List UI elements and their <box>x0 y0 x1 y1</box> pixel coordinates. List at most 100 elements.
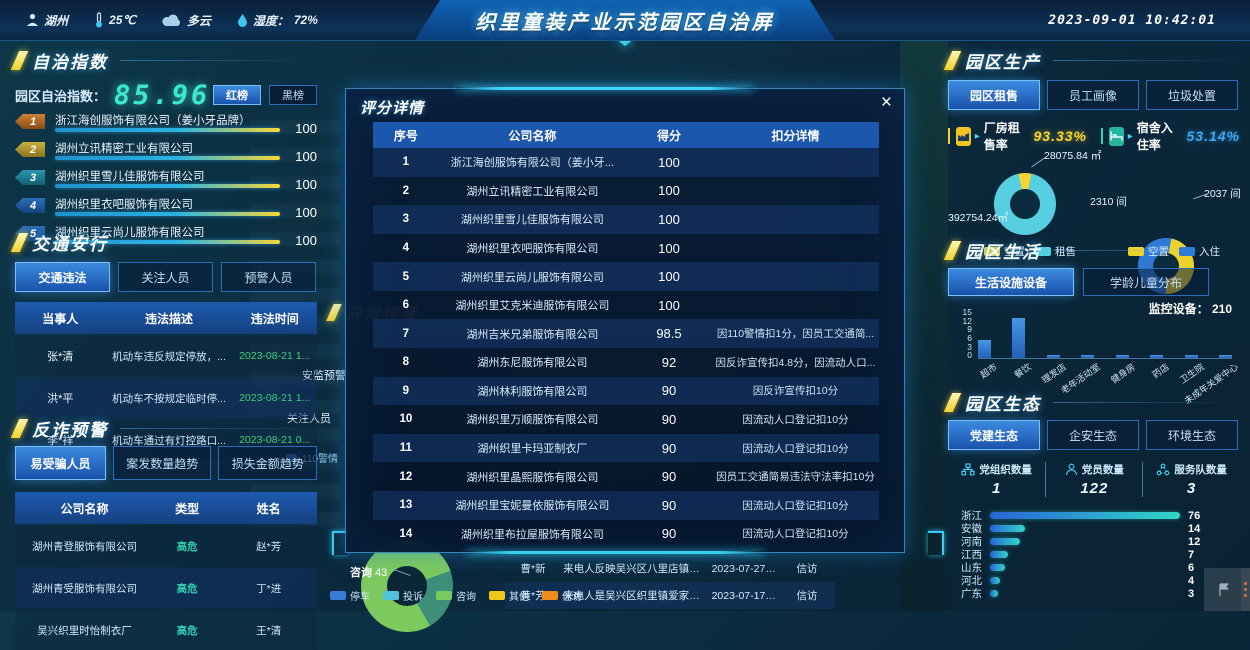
cell-type: 信访 <box>796 563 818 575</box>
close-icon[interactable]: × <box>880 92 892 113</box>
cell-score: 100 <box>658 154 680 170</box>
table-row: 1 浙江海创服饰有限公司（姜小牙... 100 <box>373 148 879 177</box>
cell-company: 湖州林利服饰有限公司 <box>477 385 588 398</box>
bar-row: 广东 3 <box>948 587 1240 601</box>
section-title: 自治指数 <box>32 52 108 72</box>
table-row: 黄*芳 来电人是吴兴区织里镇爱家华府... 2023-07-17 09:... … <box>505 582 835 609</box>
section-title: 园区生产 <box>965 52 1041 72</box>
traffic-tabs: 交通违法 关注人员 预警人员 <box>15 262 317 292</box>
autonomy-index-row: 园区自治指数： 85.96 红榜 黑榜 <box>15 80 317 111</box>
tab-children-distribution[interactable]: 学龄儿童分布 <box>1083 268 1209 296</box>
cell-score: 90 <box>661 497 677 513</box>
table-row: 9 湖州林利服饰有限公司 90 因反诈宣传扣10分 <box>373 376 879 406</box>
humidity-item: 湿度： 72% <box>237 12 318 29</box>
rank-item: 4 湖州织里衣吧服饰有限公司 100 <box>15 195 317 222</box>
score-rows: 1 浙江海创服饰有限公司（姜小牙... 100 2 湖州立讯精密工业有限公司 100 3… <box>373 148 879 548</box>
consult-callout: 咨询 43 <box>350 564 387 580</box>
company-name: 湖州织里衣吧服饰有限公司 <box>55 199 193 211</box>
cell-company: 吴兴织里时怡制衣厂 <box>37 624 132 637</box>
cell-risk-level: 高危 <box>176 582 198 595</box>
rank-badge: 4 <box>15 198 45 213</box>
cell-description: 机动车不按规定临时停... <box>112 392 226 405</box>
tab-warned-persons[interactable]: 预警人员 <box>221 262 316 292</box>
cell-score: 100 <box>658 240 680 256</box>
cell-company: 湖州织里卡玛亚制衣厂 <box>477 443 588 456</box>
y-tick: 15 <box>962 307 972 317</box>
red-list-button[interactable]: 红榜 <box>213 85 261 105</box>
province-bar-chart: 浙江 76 安徽 14 河南 12 江西 7 山东 6 河北 4 广东 3 <box>948 509 1240 601</box>
petition-table: 曹*新 来电人反映吴兴区八里店镇吴兴... 2023-07-27 07:... … <box>505 555 835 609</box>
table-row: 湖州青受服饰有限公司 高危 丁*进 <box>15 568 317 608</box>
tab-enterprise-safety[interactable]: 企安生态 <box>1047 420 1139 450</box>
team-icon <box>1156 463 1170 476</box>
tab-vulnerable-persons[interactable]: 易受骗人员 <box>15 446 106 480</box>
widget-menu-handle[interactable] <box>1241 568 1250 611</box>
x-axis-labels: 超市 餐饮 理发店 老年活动室 健身房 药店 卫生院 未成年关爱中心 <box>978 360 1239 406</box>
header-arrow-icon <box>616 39 634 46</box>
tab-loss-amount-trend[interactable]: 损失金额趋势 <box>218 446 318 480</box>
callout-line <box>1031 157 1045 168</box>
cell-no: 14 <box>399 527 413 540</box>
tab-facilities[interactable]: 生活设施设备 <box>948 268 1074 296</box>
tab-employee-profile[interactable]: 员工画像 <box>1047 80 1139 110</box>
bar <box>1046 354 1060 358</box>
cell-company: 湖州织里万顺服饰有限公司 <box>466 414 599 427</box>
cell-note: 因110警情扣1分，因员工交通简... <box>716 328 875 341</box>
bar <box>1184 354 1198 358</box>
tab-followed-persons[interactable]: 关注人员 <box>118 262 213 292</box>
flag-control-button[interactable] <box>1208 573 1241 606</box>
bar <box>990 577 1000 584</box>
bar-value: 4 <box>1188 574 1195 587</box>
tab-waste-disposal[interactable]: 垃圾处置 <box>1146 80 1238 110</box>
legend-chip <box>1179 247 1195 256</box>
legend-chip <box>1035 247 1051 256</box>
table-row: 吴兴织里时怡制衣厂 高危 王*清 <box>15 610 317 650</box>
cell-score: 100 <box>658 183 680 199</box>
rank-badge: 1 <box>15 114 45 129</box>
person-location-icon <box>27 13 38 26</box>
score-value: 100 <box>295 233 317 248</box>
table-row: 张*清 机动车违反规定停放，... 2023-08-21 1... <box>15 336 317 376</box>
legend-label: 空置 <box>1148 246 1169 258</box>
bar-value: 76 <box>1188 509 1201 522</box>
tab-case-count-trend[interactable]: 案发数量趋势 <box>112 446 212 480</box>
bar-value: 6 <box>1188 561 1195 574</box>
cell-time: 2023-07-17 09:... <box>711 589 779 602</box>
province-label: 广东 <box>961 588 982 600</box>
bar <box>990 551 1008 558</box>
col-header: 得分 <box>656 128 681 143</box>
cell-no: 6 <box>402 299 410 312</box>
score-value: 100 <box>295 149 317 164</box>
bar-value: 12 <box>1188 535 1201 548</box>
cell-no: 2 <box>402 184 410 197</box>
humidity-label: 湿度： <box>252 13 289 28</box>
weather-cluster: 湖州 25℃ 多云 湿度： 72% <box>26 12 318 29</box>
weather-label: 多云 <box>186 13 211 28</box>
black-list-button[interactable]: 黑榜 <box>269 85 317 105</box>
province-label: 山东 <box>961 562 982 574</box>
tab-party-building[interactable]: 党建生态 <box>948 420 1040 450</box>
cell-company: 湖州织里云尚儿服饰有限公司 <box>460 271 604 284</box>
tab-traffic-violation[interactable]: 交通违法 <box>15 262 110 292</box>
score-bar <box>55 212 280 216</box>
x-label: 超市 <box>978 361 999 381</box>
monitor-label: 监控设备： <box>1148 302 1209 316</box>
droplet-icon <box>237 14 247 27</box>
company-name: 浙江海创服饰有限公司（姜小牙品牌） <box>55 115 251 127</box>
bar-row: 浙江 76 <box>948 509 1240 523</box>
tab-park-leasing[interactable]: 园区租售 <box>948 80 1040 110</box>
legend-chip <box>383 591 399 600</box>
cell-description: 来电人反映吴兴区八里店镇吴兴... <box>563 563 710 575</box>
y-tick: 12 <box>962 315 972 326</box>
tick <box>948 128 951 144</box>
legend-label: 其他 <box>509 592 529 603</box>
y-tick: 3 <box>967 341 972 352</box>
datetime-label: 2023-09-01 10:42:01 <box>1048 12 1216 28</box>
cell-company: 湖州织里衣吧服饰有限公司 <box>466 243 599 256</box>
score-value: 100 <box>295 177 317 192</box>
legend-chip <box>984 247 1000 256</box>
cell-company: 湖州织里布拉屋服饰有限公司 <box>460 528 604 541</box>
x-label: 健身房 <box>1108 361 1137 386</box>
bar <box>990 564 1005 571</box>
tab-environment[interactable]: 环境生态 <box>1146 420 1238 450</box>
